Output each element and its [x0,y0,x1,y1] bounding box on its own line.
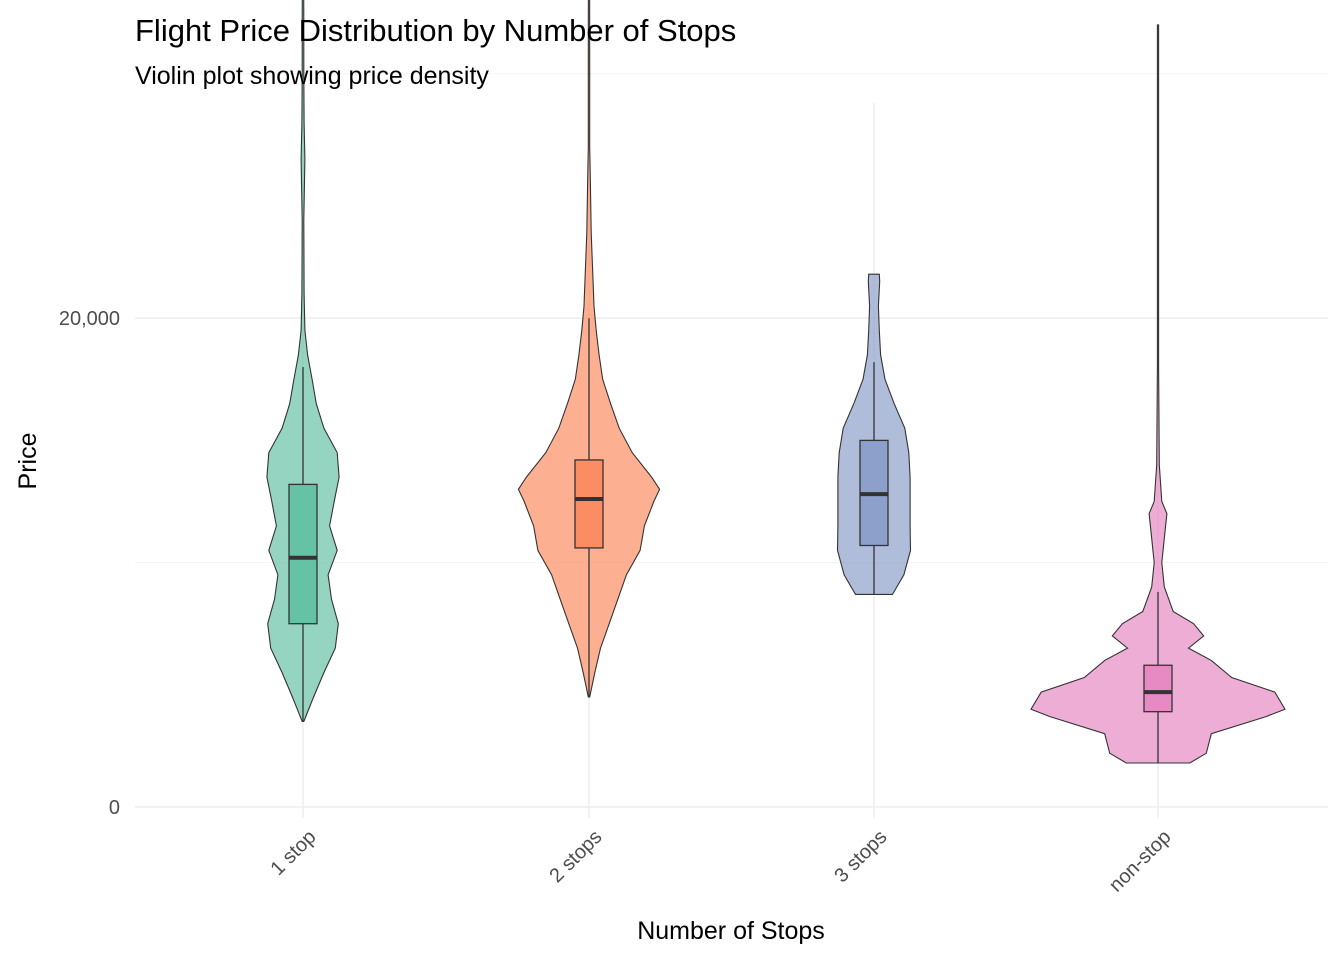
x-tick-label: 3 stops [830,826,891,887]
y-axis-ticks: 020,00040,000 [59,308,120,819]
box [574,459,604,549]
chart-title: Flight Price Distribution by Number of S… [135,13,736,48]
box [288,483,318,625]
y-axis-title: Price [14,433,42,490]
violin-group [266,0,340,723]
x-tick-label: 1 stop [266,826,320,880]
box [1143,664,1173,713]
violin-group [836,273,912,595]
violin-group [1030,24,1286,764]
violin-group [517,0,661,698]
x-tick-label: non-stop [1105,826,1176,897]
x-axis-ticks: 1 stop 2 stops 3 stops non-stop [266,826,1175,897]
violins [266,0,1286,764]
violin-shape [1030,24,1286,764]
y-tick-label: 20,000 [59,308,120,330]
violin-shape [266,0,340,723]
x-axis-title: Number of Stops [637,917,825,945]
x-tick-label: 2 stops [545,826,606,887]
y-tick-label: 0 [109,797,120,819]
chart-subtitle: Violin plot showing price density [135,62,489,90]
